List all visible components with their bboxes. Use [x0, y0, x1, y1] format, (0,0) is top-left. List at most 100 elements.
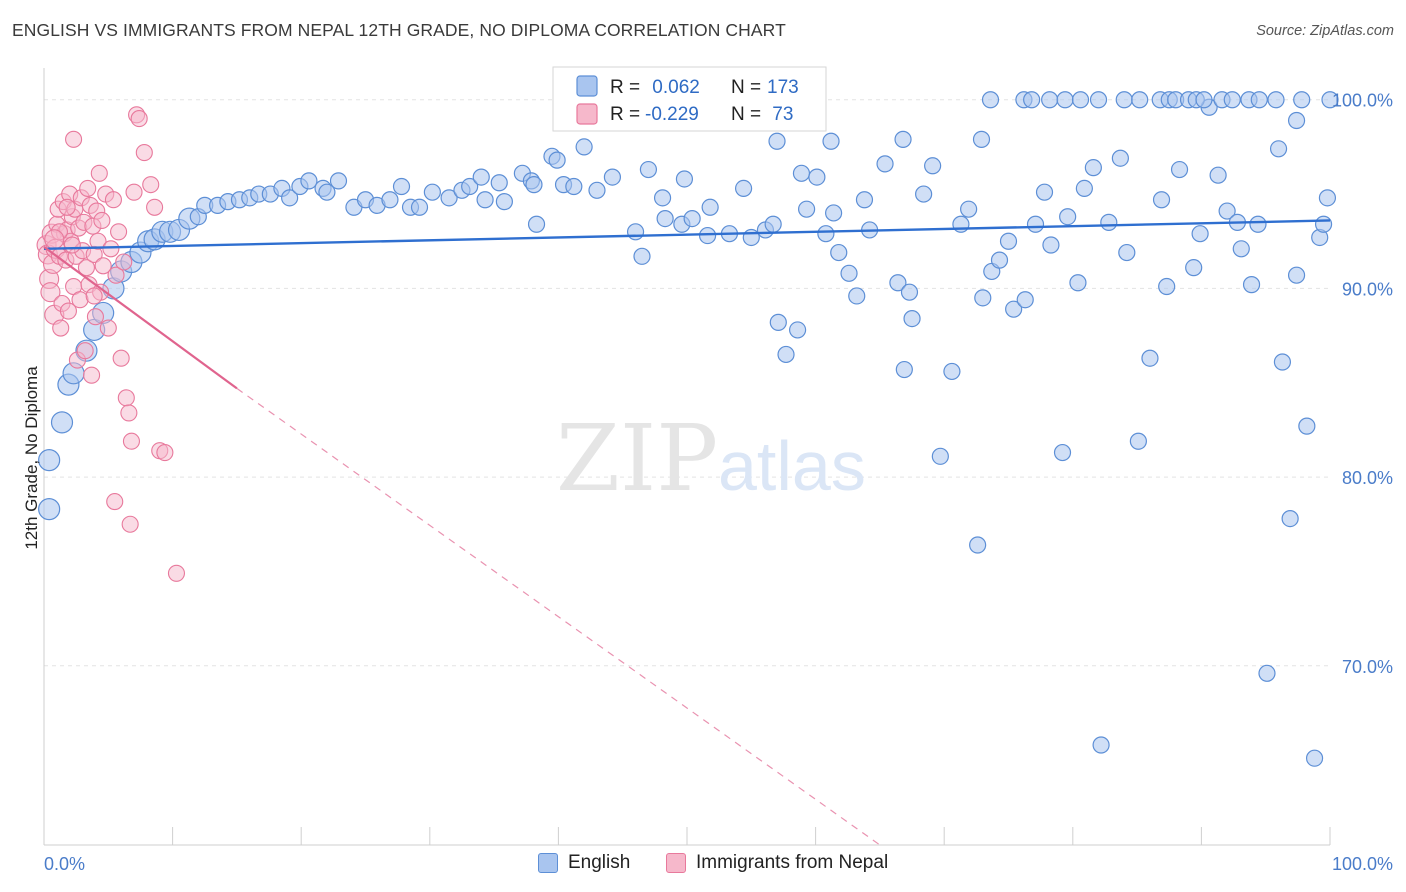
english-point [329, 172, 348, 190]
nepal-point [99, 319, 117, 337]
nepal-points [36, 106, 186, 582]
english-point [565, 177, 583, 196]
nepal-point [63, 236, 81, 254]
english-point [1131, 91, 1149, 109]
english-point [1305, 749, 1324, 767]
english-point [894, 130, 912, 148]
english-point [734, 179, 753, 198]
legend-r-label-nepal: R = [610, 104, 640, 125]
nepal-point [90, 164, 108, 182]
english-point [1269, 140, 1288, 158]
english-point [1195, 91, 1213, 109]
nepal-point [156, 444, 174, 462]
bottom-legend-english-label: English [568, 852, 631, 873]
english-point [808, 168, 826, 186]
english-point [410, 198, 429, 216]
nepal-point [117, 389, 135, 407]
english-point [1232, 240, 1250, 258]
english-point [903, 309, 921, 328]
english-point [974, 289, 992, 307]
english-point [548, 151, 566, 169]
nepal-point [77, 259, 95, 277]
nepal-point [59, 302, 77, 320]
english-point [1056, 91, 1074, 109]
nepal-swatch-icon [666, 853, 686, 873]
english-point [1026, 215, 1045, 233]
english-point [1191, 225, 1209, 243]
english-point [788, 321, 807, 339]
english-point [825, 204, 843, 222]
english-point [1249, 215, 1267, 233]
english-point [527, 215, 546, 233]
english-point [943, 362, 961, 381]
english-point [1267, 91, 1285, 109]
bottom-legend-english[interactable]: English [538, 852, 630, 874]
english-point [764, 215, 782, 233]
english-points [38, 91, 1339, 767]
y-tick-label: 90.0% [1342, 279, 1393, 299]
chart-title: ENGLISH VS IMMIGRANTS FROM NEPAL 12TH GR… [12, 20, 786, 40]
english-point [1293, 91, 1311, 109]
english-point [972, 130, 991, 148]
english-point [1084, 159, 1102, 177]
english-point [476, 191, 494, 209]
english-point [1059, 208, 1077, 226]
nepal-point [112, 349, 130, 367]
english-swatch-icon [538, 853, 558, 873]
nepal-point [94, 257, 112, 275]
nepal-point [76, 342, 94, 360]
english-point [960, 200, 978, 218]
nepal-point [146, 198, 164, 216]
y-tick-label: 80.0% [1342, 468, 1393, 488]
english-point [817, 225, 835, 243]
legend-swatch-nepal [576, 103, 598, 125]
english-point [588, 181, 606, 199]
watermark-zip: ZIP [556, 405, 718, 512]
english-point [495, 193, 513, 211]
english-point [675, 170, 694, 188]
legend-r-value-nepal: -0.229 [645, 104, 699, 125]
trend-lines [43, 219, 1331, 846]
nepal-trend-line [43, 246, 238, 390]
nepal-point [135, 144, 153, 162]
english-point [626, 223, 645, 241]
english-point [318, 183, 336, 201]
english-point [895, 360, 913, 379]
nepal-point [83, 366, 101, 384]
english-point [1242, 276, 1261, 294]
english-point [525, 176, 543, 194]
nepal-point [167, 564, 186, 582]
english-point [281, 189, 299, 207]
y-tick-label: 70.0% [1342, 657, 1393, 677]
bottom-legend: English Immigrants from Nepal [0, 852, 1406, 878]
legend-box: R = 0.062 N = 173 R = -0.229 N = 73 [552, 66, 827, 132]
english-point [742, 228, 760, 247]
english-point [701, 198, 719, 216]
english-point [1152, 191, 1171, 209]
nepal-point [93, 211, 111, 230]
english-point [381, 191, 399, 209]
legend-n-value-english: 173 [767, 77, 799, 98]
english-point [1321, 91, 1339, 109]
english-point [423, 183, 441, 201]
y-tick-labels: 70.0% 80.0% 90.0% 100.0% [1332, 91, 1393, 677]
english-point [698, 226, 717, 245]
english-point [50, 411, 74, 434]
english-point [969, 536, 987, 554]
nepal-point [104, 191, 122, 209]
english-point [1053, 443, 1072, 462]
english-point [990, 251, 1009, 269]
legend-swatch-english [576, 75, 598, 97]
english-point [830, 243, 848, 262]
english-point [876, 155, 894, 173]
nepal-point [65, 130, 83, 148]
english-point [981, 91, 1000, 109]
nepal-point [122, 432, 140, 450]
english-point [999, 232, 1018, 250]
nepal-point [142, 176, 160, 194]
english-point [1258, 664, 1276, 682]
english-point [639, 160, 658, 179]
english-point [392, 177, 411, 196]
english-point [1092, 736, 1110, 754]
bottom-legend-nepal[interactable]: Immigrants from Nepal [666, 852, 888, 874]
